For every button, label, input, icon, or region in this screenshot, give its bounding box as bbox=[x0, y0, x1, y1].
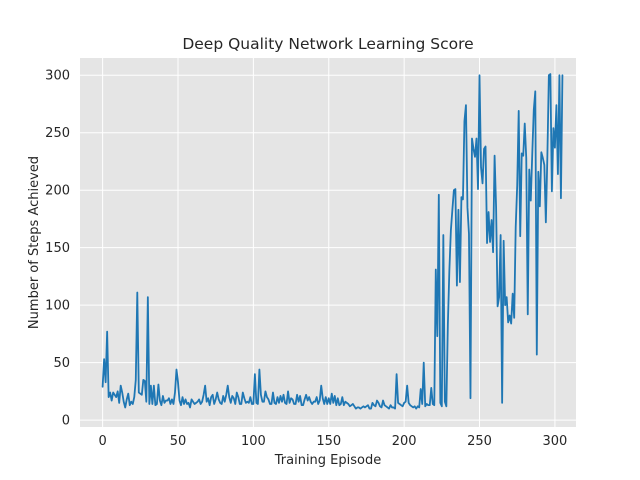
y-tick-label: 300 bbox=[45, 69, 70, 84]
x-tick-label: 300 bbox=[542, 434, 567, 449]
y-tick-label: 50 bbox=[53, 356, 70, 371]
y-tick-label: 0 bbox=[62, 414, 70, 429]
y-tick-label: 200 bbox=[45, 184, 70, 199]
x-tick-label: 150 bbox=[316, 434, 341, 449]
x-tick-label: 0 bbox=[98, 434, 106, 449]
y-axis-title: Number of Steps Achieved bbox=[27, 156, 42, 329]
x-tick-label: 200 bbox=[392, 434, 417, 449]
x-axis-title: Training Episode bbox=[274, 453, 381, 468]
tick-labels: 0 50 100 150 200 250 300 0 50 100 150 200 250 300 bbox=[45, 69, 567, 449]
y-tick-label: 150 bbox=[45, 241, 70, 256]
series-line bbox=[101, 73, 564, 410]
y-tick-label: 100 bbox=[45, 299, 70, 314]
x-tick-label: 50 bbox=[170, 434, 187, 449]
x-tick-label: 100 bbox=[241, 434, 266, 449]
chart-title: Deep Quality Network Learning Score bbox=[182, 35, 473, 53]
x-tick-label: 250 bbox=[467, 434, 492, 449]
y-tick-label: 250 bbox=[45, 126, 70, 141]
